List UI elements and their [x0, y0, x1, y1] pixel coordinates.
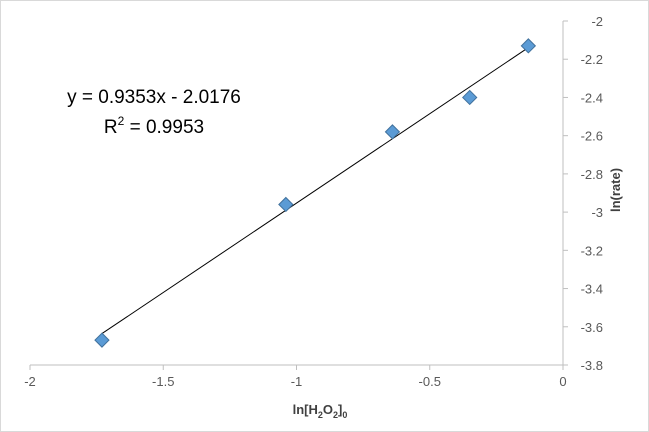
data-point-marker — [278, 196, 294, 213]
y-axis-title: ln(rate) — [608, 168, 623, 212]
trendline — [101, 47, 529, 335]
x-tick-label: -1 — [291, 374, 303, 389]
data-point-marker — [462, 89, 478, 106]
y-tick-label: -3 — [591, 205, 603, 220]
x-axis-title: ln[H2O2]0 — [293, 402, 348, 420]
x-tick-label: -2 — [24, 374, 36, 389]
data-point-marker — [94, 332, 110, 348]
y-tick-label: -3.2 — [581, 243, 603, 258]
trendline-equation: y = 0.9353x - 2.0176 — [67, 87, 241, 108]
r-squared-label: R2 = 0.9953 — [104, 114, 204, 138]
y-tick-label: -3.6 — [581, 320, 603, 335]
data-point-marker — [520, 38, 537, 54]
y-tick-label: -2.8 — [581, 167, 603, 182]
y-tick-label: -2 — [591, 14, 603, 29]
x-tick-label: -0.5 — [419, 374, 441, 389]
y-tick-label: -2.4 — [581, 90, 603, 105]
y-tick-label: -2.6 — [581, 129, 603, 144]
y-tick-label: -3.8 — [581, 358, 603, 373]
tick-labels: -2 -1.5 -1 -0.5 0 -3.8 -3.6 -3.4 -3.2 -3 -2.8 -2.6 -… — [24, 14, 603, 389]
y-tick-label: -3.4 — [581, 282, 603, 297]
data-point-marker — [384, 124, 401, 140]
data-points — [94, 38, 537, 348]
x-tick-label: -1.5 — [152, 374, 174, 389]
axes — [29, 20, 568, 370]
y-tick-label: -2.2 — [581, 52, 603, 67]
x-tick-label: 0 — [559, 374, 566, 389]
